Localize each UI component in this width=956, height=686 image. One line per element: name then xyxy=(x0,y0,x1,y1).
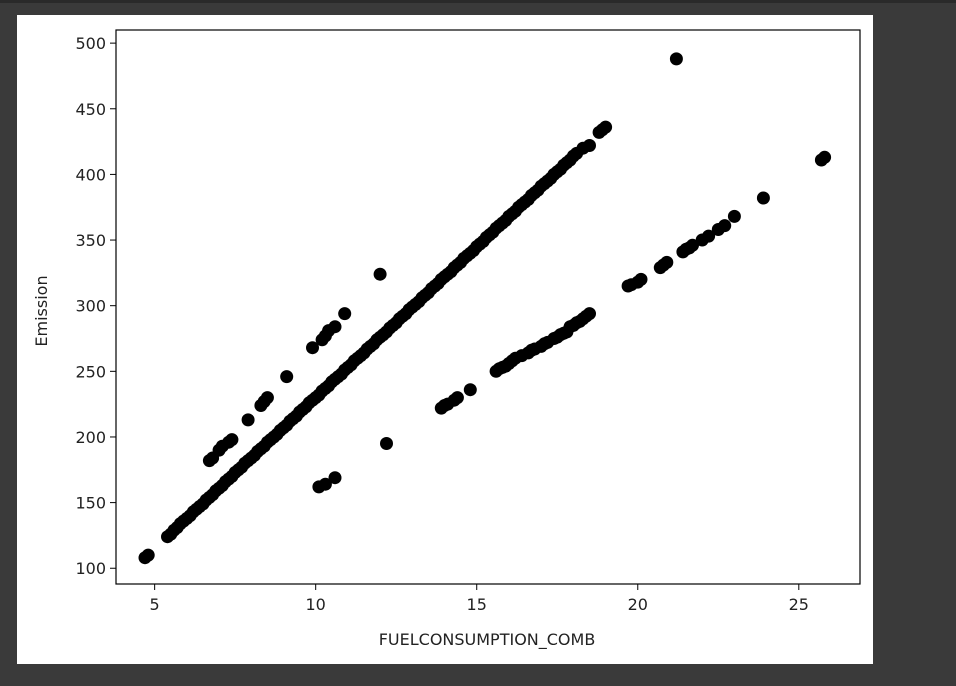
data-point xyxy=(702,229,716,243)
x-tick-label: 20 xyxy=(628,595,648,614)
y-tick-label: 500 xyxy=(75,34,106,53)
data-point xyxy=(373,267,387,281)
data-point xyxy=(718,219,732,233)
data-point xyxy=(260,391,274,405)
data-point xyxy=(450,391,464,405)
data-point xyxy=(280,370,294,384)
data-point xyxy=(583,307,596,321)
y-tick-label: 400 xyxy=(75,165,106,184)
y-tick-label: 300 xyxy=(75,297,106,316)
data-point xyxy=(818,150,832,164)
figure-canvas: 5 10 15 20 25 100 150 200 250 300 350 400 450 500 FU… xyxy=(17,15,873,664)
data-point xyxy=(338,307,352,321)
data-point xyxy=(328,471,342,485)
scatter-chart: 5 10 15 20 25 100 150 200 250 300 350 400 450 500 FU… xyxy=(32,29,861,650)
data-point xyxy=(686,238,699,252)
y-tick-label: 250 xyxy=(75,362,106,381)
data-point xyxy=(583,139,596,152)
data-point xyxy=(660,255,674,269)
window-top-bar xyxy=(0,0,956,3)
y-tick-label: 150 xyxy=(75,494,106,513)
y-tick-label: 200 xyxy=(75,428,106,447)
data-point xyxy=(634,272,648,286)
data-point xyxy=(727,209,741,223)
y-axis-label: Emission xyxy=(32,275,51,346)
y-tick-label: 100 xyxy=(75,559,106,578)
plot-area xyxy=(115,29,861,585)
data-point xyxy=(669,52,683,66)
data-point xyxy=(599,120,613,134)
data-point xyxy=(225,433,239,447)
y-tick-label: 350 xyxy=(75,231,106,250)
x-tick-label: 10 xyxy=(306,595,326,614)
data-point xyxy=(141,548,155,562)
data-point xyxy=(241,413,255,427)
data-point xyxy=(463,383,477,397)
data-point xyxy=(318,477,332,491)
x-axis-ticks: 5 10 15 20 25 xyxy=(150,584,809,614)
y-axis-ticks: 100 150 200 250 300 350 400 450 500 xyxy=(75,34,116,578)
y-tick-label: 450 xyxy=(75,100,106,119)
x-tick-label: 5 xyxy=(150,595,160,614)
data-point xyxy=(306,341,319,355)
x-tick-label: 25 xyxy=(789,595,809,614)
x-axis-label: FUELCONSUMPTION_COMB xyxy=(379,630,596,650)
data-point xyxy=(756,191,770,205)
data-point xyxy=(380,437,393,450)
x-tick-label: 15 xyxy=(467,595,487,614)
data-point xyxy=(328,320,342,334)
data-points xyxy=(138,52,832,565)
